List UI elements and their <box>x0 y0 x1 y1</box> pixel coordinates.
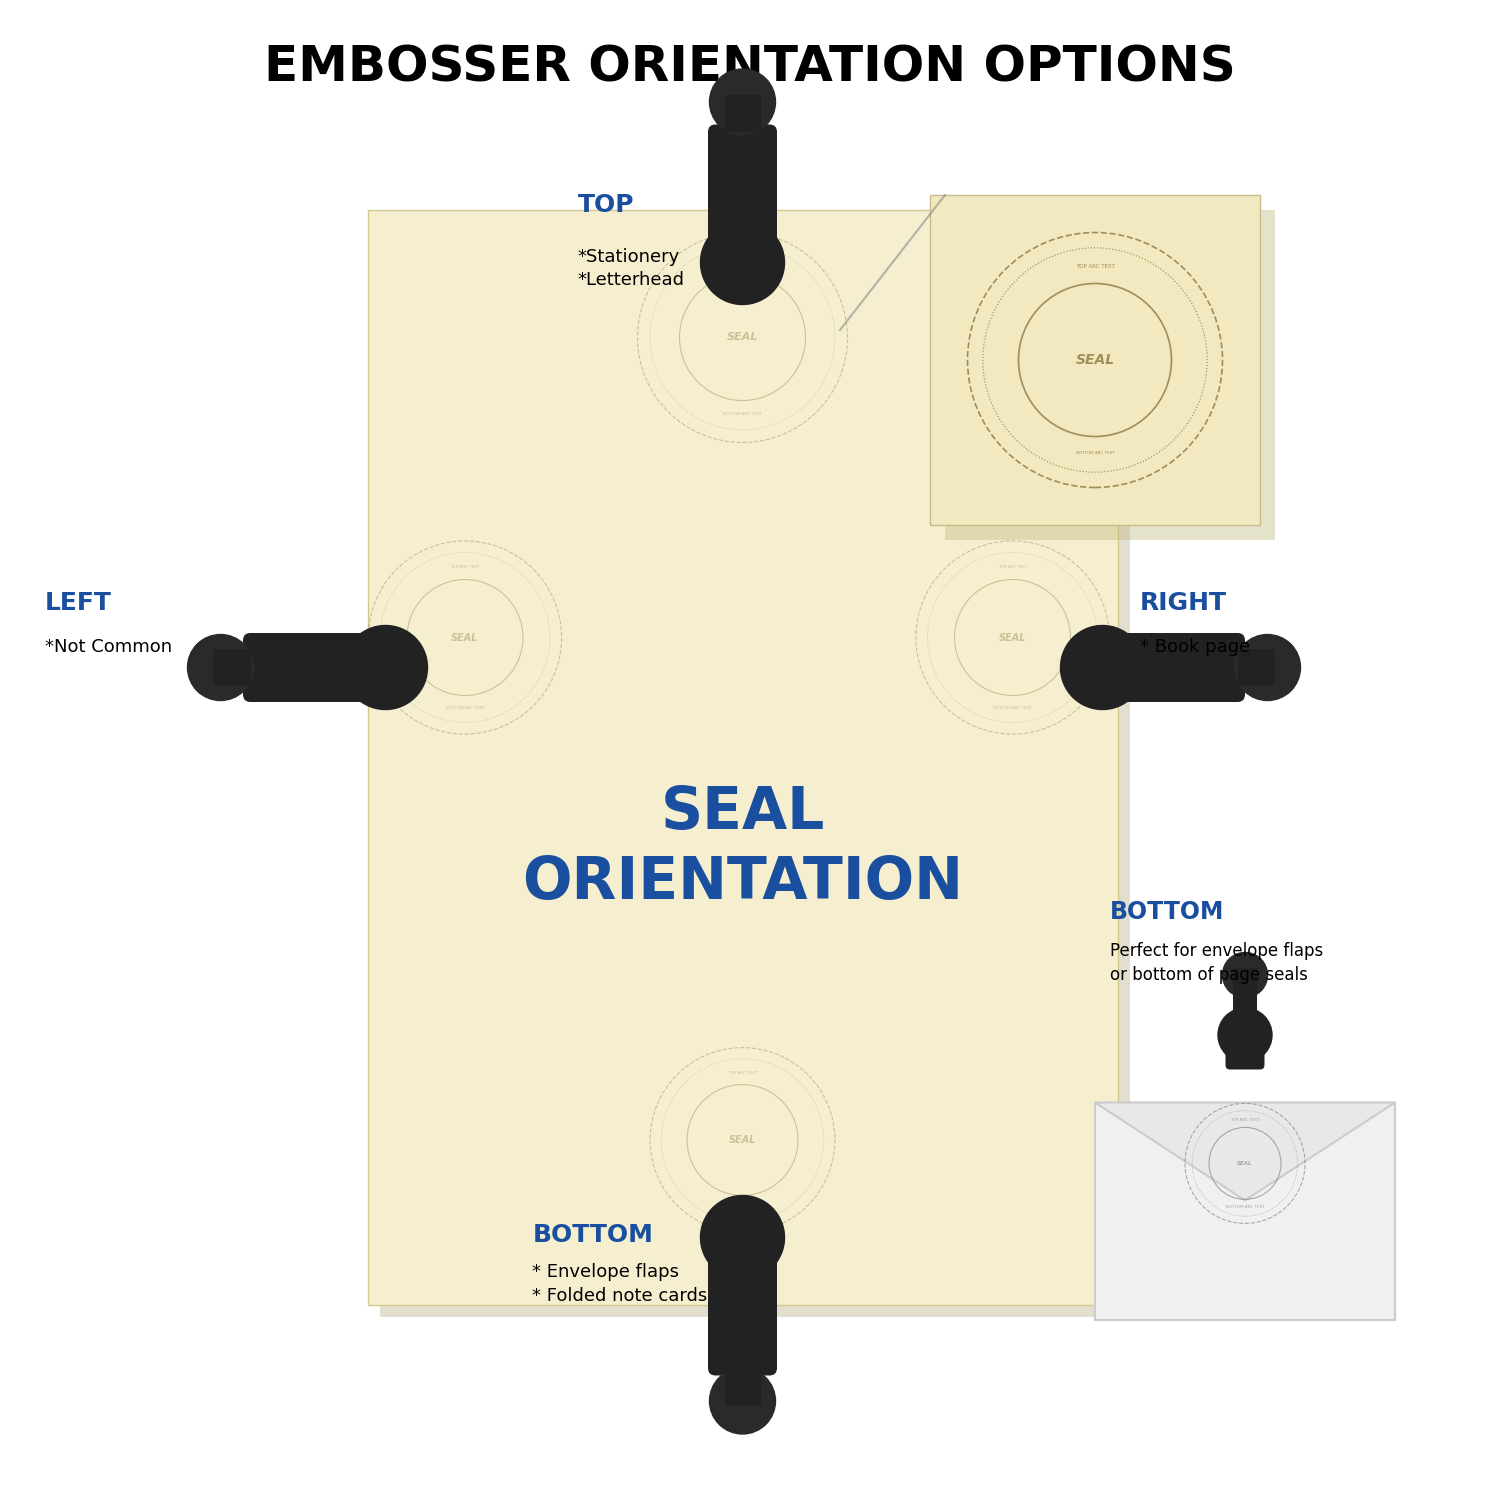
Text: BOTTOM ARC TEXT: BOTTOM ARC TEXT <box>723 1206 762 1209</box>
Text: BOTTOM ARC TEXT: BOTTOM ARC TEXT <box>446 706 485 710</box>
Text: TOP ARC TEXT: TOP ARC TEXT <box>1076 264 1114 270</box>
Text: SEAL: SEAL <box>729 1136 756 1144</box>
Circle shape <box>1218 1008 1272 1062</box>
Text: SEAL: SEAL <box>1238 1161 1252 1166</box>
Text: LEFT: LEFT <box>45 591 112 615</box>
Circle shape <box>344 626 427 710</box>
Text: BOTTOM ARC TEXT: BOTTOM ARC TEXT <box>1076 452 1114 454</box>
FancyBboxPatch shape <box>213 650 250 686</box>
FancyBboxPatch shape <box>945 210 1275 540</box>
Text: TOP ARC TEXT: TOP ARC TEXT <box>998 566 1028 568</box>
Text: BOTTOM ARC TEXT: BOTTOM ARC TEXT <box>993 706 1032 710</box>
Text: TOP ARC TEXT: TOP ARC TEXT <box>1230 1118 1260 1122</box>
FancyBboxPatch shape <box>1095 633 1245 702</box>
Text: TOP ARC TEXT: TOP ARC TEXT <box>728 260 758 262</box>
Circle shape <box>1222 952 1268 998</box>
Polygon shape <box>1095 1102 1395 1200</box>
Text: BOTTOM ARC TEXT: BOTTOM ARC TEXT <box>723 413 762 416</box>
Text: *Stationery
*Letterhead: *Stationery *Letterhead <box>578 248 684 290</box>
Text: BOTTOM: BOTTOM <box>1110 900 1224 924</box>
Text: SEAL: SEAL <box>1076 352 1114 368</box>
Text: BOTTOM ARC TEXT: BOTTOM ARC TEXT <box>1226 1204 1264 1209</box>
FancyBboxPatch shape <box>930 195 1260 525</box>
Circle shape <box>710 1368 776 1434</box>
Text: TOP ARC TEXT: TOP ARC TEXT <box>728 1071 758 1074</box>
FancyBboxPatch shape <box>1095 1102 1395 1320</box>
Text: TOP: TOP <box>578 194 634 217</box>
Text: SEAL: SEAL <box>452 633 478 642</box>
FancyBboxPatch shape <box>243 633 393 702</box>
FancyBboxPatch shape <box>724 1360 760 1406</box>
FancyBboxPatch shape <box>708 1245 777 1376</box>
Text: RIGHT: RIGHT <box>1140 591 1227 615</box>
FancyBboxPatch shape <box>1233 968 1257 1012</box>
FancyBboxPatch shape <box>1226 1023 1264 1070</box>
FancyBboxPatch shape <box>368 210 1118 1305</box>
Text: Perfect for envelope flaps
or bottom of page seals: Perfect for envelope flaps or bottom of … <box>1110 942 1323 984</box>
Circle shape <box>1060 626 1144 710</box>
Text: SEAL: SEAL <box>728 333 758 342</box>
Circle shape <box>188 634 254 700</box>
FancyBboxPatch shape <box>1238 650 1275 686</box>
FancyBboxPatch shape <box>380 222 1130 1317</box>
Text: * Envelope flaps
* Folded note cards: * Envelope flaps * Folded note cards <box>532 1263 708 1305</box>
Text: SEAL: SEAL <box>999 633 1026 642</box>
Circle shape <box>700 220 784 304</box>
Circle shape <box>710 69 776 135</box>
Text: EMBOSSER ORIENTATION OPTIONS: EMBOSSER ORIENTATION OPTIONS <box>264 44 1236 92</box>
Text: SEAL
ORIENTATION: SEAL ORIENTATION <box>522 783 963 912</box>
FancyBboxPatch shape <box>724 94 760 132</box>
Text: TOP ARC TEXT: TOP ARC TEXT <box>450 566 480 568</box>
Text: * Book page: * Book page <box>1140 638 1251 656</box>
FancyBboxPatch shape <box>708 124 777 255</box>
Circle shape <box>700 1196 784 1280</box>
Text: BOTTOM: BOTTOM <box>532 1222 654 1246</box>
Text: *Not Common: *Not Common <box>45 638 172 656</box>
Circle shape <box>1234 634 1300 700</box>
